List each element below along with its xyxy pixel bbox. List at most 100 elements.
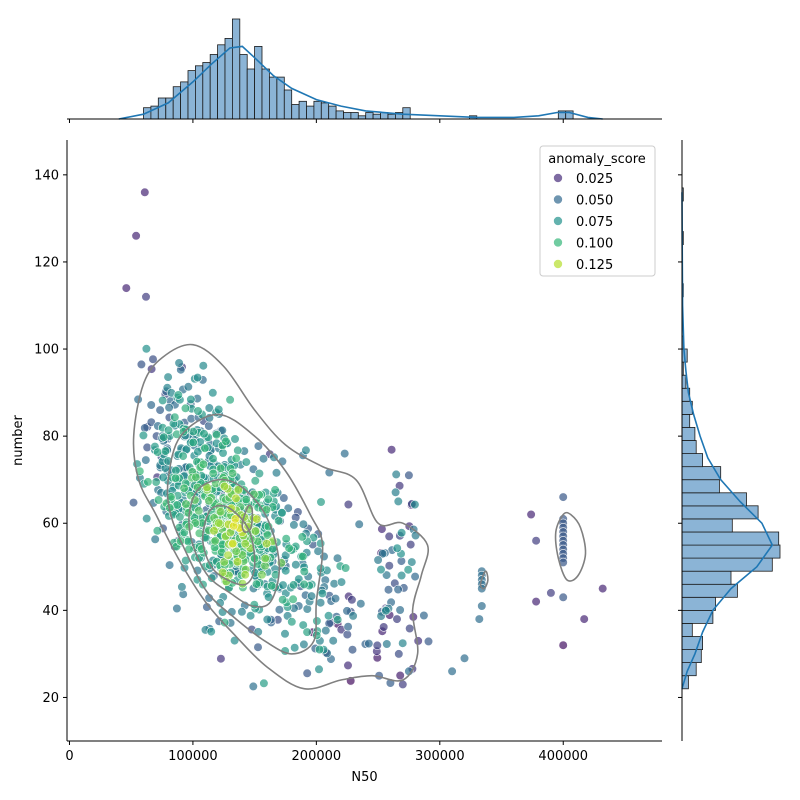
top-histogram-bar (246, 68, 255, 120)
top-histogram-bar (187, 70, 196, 120)
x-axis-title: N50 (351, 770, 377, 785)
scatter-point (333, 615, 343, 625)
right-histogram-bar (681, 623, 693, 637)
scatter-point (206, 626, 216, 637)
scatter-point (299, 566, 309, 577)
scatter-point (423, 636, 434, 647)
scatter-point (298, 620, 308, 630)
right-marginal-ticks (678, 174, 682, 698)
top-histogram-bar (239, 54, 248, 120)
scatter-point (531, 536, 541, 546)
y-tick-label: 100 (34, 343, 59, 358)
legend-frame (539, 145, 656, 277)
scatter-point (410, 571, 420, 582)
x-tick-label: 300000 (415, 749, 465, 764)
scatter-point (279, 493, 289, 503)
scatter-point (405, 623, 415, 634)
scatter-point (148, 354, 158, 364)
scatter-point (191, 472, 201, 482)
scatter-point (121, 283, 131, 293)
scatter-point (257, 570, 267, 580)
scatter-point (328, 636, 338, 646)
scatter-point (214, 518, 224, 528)
scatter-point (251, 579, 262, 589)
scatter-point (342, 629, 352, 640)
top-histogram-bar (372, 113, 381, 120)
scatter-point (291, 560, 301, 570)
top-histogram (143, 18, 574, 120)
scatter-point (183, 382, 193, 392)
scatter-point (347, 595, 357, 605)
scatter-point (395, 605, 405, 615)
scatter-point (290, 643, 300, 653)
x-tick-label: 200000 (292, 749, 342, 764)
scatter-point (172, 603, 182, 614)
scatter-point (193, 406, 203, 416)
scatter-point (173, 390, 183, 400)
top-histogram-bar (157, 97, 167, 120)
scatter-point (260, 553, 270, 564)
scatter-point (316, 538, 326, 549)
legend-marker (553, 194, 563, 205)
scatter-point (219, 481, 230, 492)
top-marginal-panel (67, 18, 662, 123)
scatter-point (258, 454, 269, 464)
scatter-point (280, 629, 290, 639)
y-tick-label: 60 (42, 517, 59, 532)
y-tick-label: 140 (34, 168, 59, 183)
scatter-point (158, 472, 168, 483)
scatter-point (225, 395, 235, 405)
scatter-point (175, 512, 185, 522)
scatter-point (253, 642, 263, 652)
scatter-point (343, 622, 353, 632)
scatter-point (140, 423, 150, 433)
scatter-point (474, 614, 484, 624)
right-histogram (681, 187, 781, 690)
scatter-point (336, 577, 347, 587)
scatter-point (342, 606, 352, 616)
top-histogram-bar (335, 110, 344, 120)
scatter-point (212, 430, 222, 440)
scatter-point (287, 617, 297, 627)
scatter-point (146, 400, 156, 410)
scatter-point (410, 500, 420, 510)
scatter-point (391, 487, 401, 497)
scatter-point (228, 538, 238, 549)
scatter-point (233, 445, 243, 456)
scatter-point (194, 506, 204, 516)
scatter-point (246, 611, 256, 621)
x-tick-label: 100000 (168, 749, 218, 764)
scatter-point (204, 403, 214, 413)
scatter-point (301, 445, 311, 455)
scatter-point (379, 622, 389, 632)
scatter-point (459, 653, 470, 663)
scatter-point (164, 403, 174, 413)
legend-marker (553, 173, 563, 183)
scatter-point (298, 519, 309, 529)
scatter-point (413, 636, 423, 646)
scatter-point (233, 557, 243, 567)
x-tick-label: 0 (65, 749, 73, 764)
scatter-point (271, 468, 282, 478)
y-tick-label: 40 (42, 604, 59, 619)
scatter-point (376, 564, 386, 575)
scatter-point (343, 660, 353, 671)
scatter-point (316, 497, 326, 507)
scatter-point (314, 644, 325, 655)
right-histogram-bar (681, 426, 696, 441)
top-kde-curve (118, 45, 603, 120)
legend-marker (553, 259, 563, 269)
scatter-point (299, 639, 309, 650)
y-axis-ticks: 20 40 60 80 100 120 140 (34, 168, 67, 706)
scatter-point (278, 580, 288, 590)
top-histogram-bar (172, 86, 181, 120)
scatter-point (263, 494, 273, 504)
scatter-point (178, 451, 188, 461)
scatter-point (314, 664, 324, 674)
scatter-point (546, 588, 556, 598)
scatter-point (271, 570, 281, 580)
scatter-point (393, 496, 403, 507)
scatter-point (241, 457, 251, 467)
scatter-point (208, 388, 218, 398)
scatter-point (267, 581, 277, 591)
